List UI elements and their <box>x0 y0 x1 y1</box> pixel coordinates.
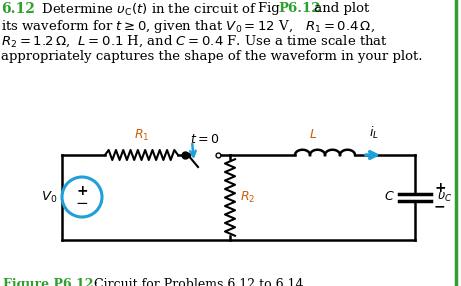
Text: and plot: and plot <box>310 2 369 15</box>
Text: appropriately captures the shape of the waveform in your plot.: appropriately captures the shape of the … <box>1 50 422 63</box>
Text: −: − <box>76 196 89 212</box>
Text: Figure P6.12:: Figure P6.12: <box>3 278 98 286</box>
Text: $t=0$: $t=0$ <box>190 133 219 146</box>
Text: Circuit for Problems 6.12 to 6.14.: Circuit for Problems 6.12 to 6.14. <box>90 278 307 286</box>
Text: +: + <box>434 181 446 195</box>
Text: $\upsilon_C$: $\upsilon_C$ <box>437 190 452 204</box>
Circle shape <box>62 177 102 217</box>
Text: $L$: $L$ <box>309 128 317 141</box>
Text: +: + <box>76 184 88 198</box>
Text: Determine $\upsilon_{\mathsf{C}}(t)$ in the circuit of: Determine $\upsilon_{\mathsf{C}}(t)$ in … <box>33 2 257 18</box>
Text: $V_0$: $V_0$ <box>41 189 57 204</box>
Text: Fig.: Fig. <box>258 2 288 15</box>
Text: 6.12: 6.12 <box>1 2 35 16</box>
Text: $R_1$: $R_1$ <box>134 128 149 143</box>
Text: $R_2 = 1.2\,\Omega$,  $L = 0.1$ H, and $C = 0.4$ F. Use a time scale that: $R_2 = 1.2\,\Omega$, $L = 0.1$ H, and $C… <box>1 34 388 49</box>
Text: P6.12: P6.12 <box>278 2 320 15</box>
Text: $R_2$: $R_2$ <box>240 190 255 205</box>
Text: −: − <box>434 199 446 213</box>
Text: $C$: $C$ <box>384 190 395 204</box>
Text: $i_L$: $i_L$ <box>369 125 379 141</box>
Text: its waveform for $t \geq 0$, given that $V_0 = 12$ V,   $R_1 = 0.4\,\Omega$,: its waveform for $t \geq 0$, given that … <box>1 18 375 35</box>
